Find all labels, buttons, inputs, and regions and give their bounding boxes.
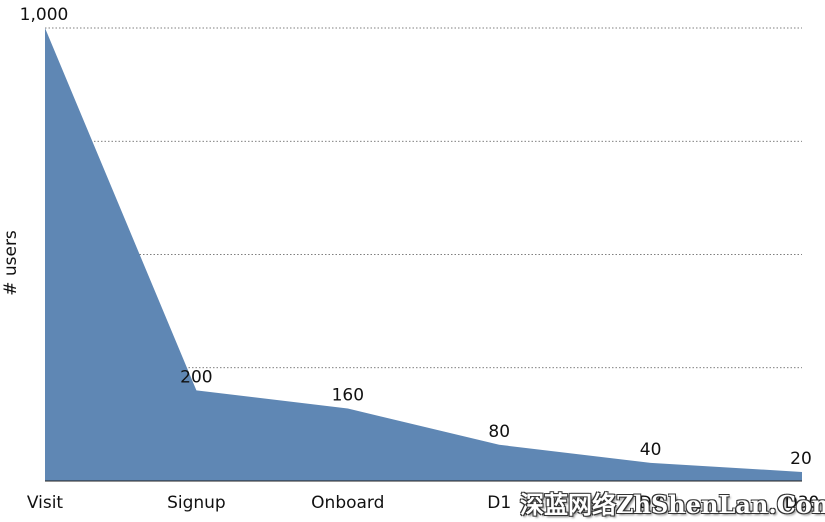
x-tick-label: Signup xyxy=(167,493,226,513)
x-tick-label: D30 xyxy=(785,493,820,513)
x-tick-label: D7 xyxy=(639,493,663,513)
data-label: 200 xyxy=(180,367,212,387)
data-labels: 1,000 200 160 80 40 20 xyxy=(20,5,812,469)
x-tick-label: Visit xyxy=(27,493,64,513)
data-label: 20 xyxy=(790,449,812,469)
area-series xyxy=(45,28,802,481)
watermark-logo: 深蓝网络ZhShenLan.Com xyxy=(520,490,825,519)
x-tick-labels: Visit Signup Onboard D1 D7 D30 xyxy=(27,493,819,513)
y-axis-label: # users xyxy=(1,230,21,296)
x-tick-label: D1 xyxy=(487,493,511,513)
data-label: 160 xyxy=(332,386,364,406)
x-tick-label: Onboard xyxy=(311,493,384,513)
data-label: 80 xyxy=(488,422,510,442)
data-label: 40 xyxy=(640,440,662,460)
data-label: 1,000 xyxy=(20,5,69,25)
